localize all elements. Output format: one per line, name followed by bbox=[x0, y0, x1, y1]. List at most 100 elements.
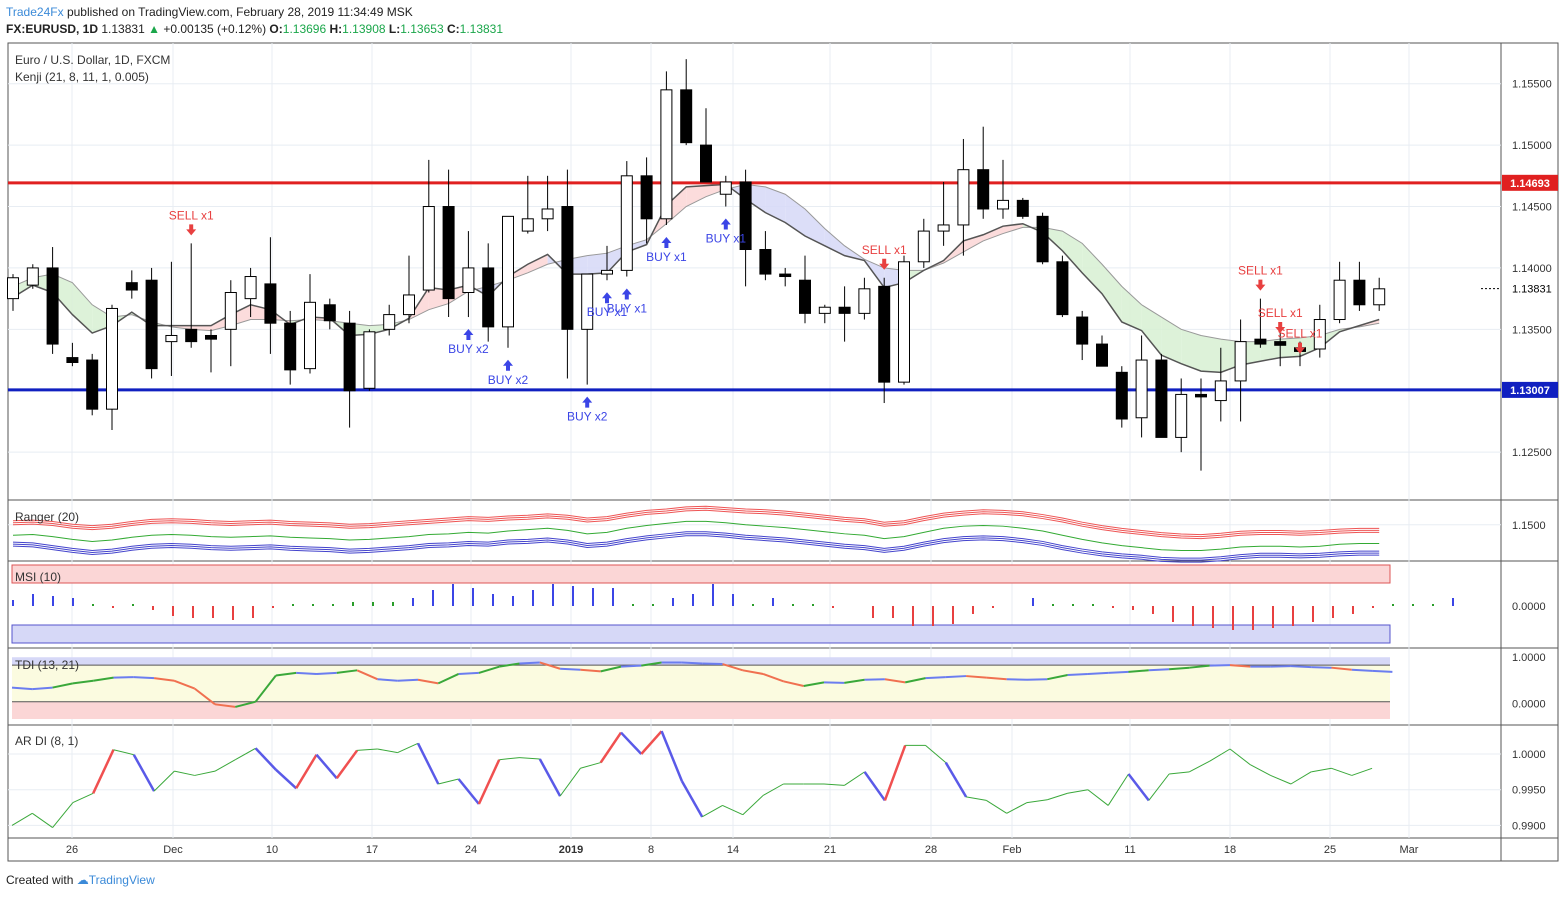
ardi-segment bbox=[1027, 800, 1047, 803]
y-tick-label: 1.14000 bbox=[1512, 263, 1552, 275]
candle-body[interactable] bbox=[1057, 262, 1068, 315]
candle-body[interactable] bbox=[958, 170, 969, 225]
candle-body[interactable] bbox=[918, 231, 929, 262]
candle-body[interactable] bbox=[186, 329, 197, 341]
candle-body[interactable] bbox=[1374, 289, 1385, 305]
candle-body[interactable] bbox=[800, 280, 811, 313]
candle-body[interactable] bbox=[839, 307, 850, 313]
candle-body[interactable] bbox=[1334, 280, 1345, 319]
candle-body[interactable] bbox=[582, 274, 593, 329]
candle-body[interactable] bbox=[1196, 394, 1207, 396]
candle-body[interactable] bbox=[602, 270, 613, 274]
candle-body[interactable] bbox=[206, 335, 217, 339]
candle-body[interactable] bbox=[285, 323, 296, 370]
candle-body[interactable] bbox=[1017, 200, 1028, 216]
candle-body[interactable] bbox=[542, 209, 553, 219]
ardi-segment bbox=[1291, 772, 1311, 784]
candle-body[interactable] bbox=[1097, 344, 1108, 366]
kenji-cloud bbox=[1201, 335, 1221, 372]
candle-body[interactable] bbox=[661, 90, 672, 219]
candle-body[interactable] bbox=[621, 176, 632, 271]
x-tick-label: 14 bbox=[727, 844, 739, 856]
candle-body[interactable] bbox=[1235, 342, 1246, 381]
candle-body[interactable] bbox=[1275, 342, 1286, 346]
ardi-segment bbox=[357, 749, 377, 750]
candle-body[interactable] bbox=[107, 308, 118, 409]
candle-body[interactable] bbox=[998, 200, 1009, 209]
chart-canvas[interactable]: SELL x1BUY x2BUY x2BUY x2BUY x1BUY x1BUY… bbox=[0, 0, 1565, 898]
y-tick-label: 1.0000 bbox=[1512, 652, 1546, 664]
ranger-upper-band bbox=[13, 508, 1379, 536]
candle-body[interactable] bbox=[126, 283, 137, 290]
candle-body[interactable] bbox=[67, 358, 78, 363]
candle-body[interactable] bbox=[641, 176, 652, 219]
buy-signal-label: BUY x1 bbox=[706, 232, 747, 246]
candle-body[interactable] bbox=[1077, 317, 1088, 344]
x-tick-label: Mar bbox=[1400, 844, 1419, 856]
candle-body[interactable] bbox=[1037, 216, 1048, 261]
candle-body[interactable] bbox=[1215, 381, 1226, 401]
candle-body[interactable] bbox=[8, 278, 19, 299]
candle-body[interactable] bbox=[265, 284, 276, 323]
ardi-segment bbox=[195, 771, 215, 775]
candle-body[interactable] bbox=[978, 170, 989, 209]
ardi-segment bbox=[1068, 790, 1088, 794]
candle-body[interactable] bbox=[522, 219, 533, 231]
candle-body[interactable] bbox=[701, 145, 712, 182]
candle-body[interactable] bbox=[562, 207, 573, 330]
candle-body[interactable] bbox=[1136, 360, 1147, 418]
candle-body[interactable] bbox=[720, 182, 731, 194]
candle-body[interactable] bbox=[503, 216, 514, 327]
tdi-segment bbox=[1311, 667, 1331, 668]
candle-body[interactable] bbox=[938, 225, 949, 231]
candle-body[interactable] bbox=[324, 305, 335, 321]
y-tick-label: 0.0000 bbox=[1512, 601, 1546, 613]
ardi-segment bbox=[743, 795, 763, 814]
candle-body[interactable] bbox=[1176, 394, 1187, 437]
candle-body[interactable] bbox=[463, 268, 474, 293]
ardi-segment bbox=[256, 748, 276, 769]
candle-body[interactable] bbox=[166, 335, 177, 341]
candle-body[interactable] bbox=[1255, 339, 1266, 344]
candle-body[interactable] bbox=[384, 315, 395, 330]
candle-body[interactable] bbox=[1156, 360, 1167, 437]
candle-body[interactable] bbox=[760, 250, 771, 275]
candle-body[interactable] bbox=[404, 295, 415, 315]
candle-body[interactable] bbox=[780, 274, 791, 276]
candle-body[interactable] bbox=[443, 207, 454, 299]
candle-body[interactable] bbox=[47, 268, 58, 344]
ardi-segment bbox=[1332, 768, 1352, 775]
candle-body[interactable] bbox=[344, 323, 355, 391]
candle-body[interactable] bbox=[899, 262, 910, 382]
candle-body[interactable] bbox=[423, 207, 434, 291]
ardi-segment bbox=[560, 768, 580, 796]
candle-body[interactable] bbox=[87, 360, 98, 409]
candle-body[interactable] bbox=[364, 332, 375, 388]
ardi-segment bbox=[580, 763, 600, 769]
sell-signal-label: SELL x1 bbox=[169, 208, 214, 222]
kenji-cloud bbox=[1102, 264, 1122, 322]
footer-brand-link[interactable]: TradingView bbox=[89, 873, 155, 887]
candle-body[interactable] bbox=[879, 286, 890, 382]
ardi-segment bbox=[986, 800, 1006, 813]
tdi-segment bbox=[560, 669, 580, 670]
kenji-cloud bbox=[825, 229, 845, 256]
ardi-segment bbox=[93, 750, 113, 794]
candle-body[interactable] bbox=[1116, 372, 1127, 419]
resistance-level-label: 1.14693 bbox=[1510, 178, 1550, 190]
ardi-segment bbox=[296, 755, 316, 789]
candle-body[interactable] bbox=[27, 268, 38, 285]
x-tick-label: 8 bbox=[648, 844, 654, 856]
candle-body[interactable] bbox=[245, 277, 256, 299]
candle-body[interactable] bbox=[483, 268, 494, 327]
candle-body[interactable] bbox=[681, 90, 692, 143]
candle-body[interactable] bbox=[225, 292, 236, 329]
candle-body[interactable] bbox=[305, 302, 316, 368]
candle-body[interactable] bbox=[819, 307, 830, 313]
ardi-segment bbox=[215, 760, 235, 771]
candle-body[interactable] bbox=[1354, 280, 1365, 305]
candle-body[interactable] bbox=[146, 280, 157, 368]
ardi-segment bbox=[1088, 790, 1108, 806]
sell-arrow-icon bbox=[1255, 280, 1265, 291]
candle-body[interactable] bbox=[859, 289, 870, 314]
